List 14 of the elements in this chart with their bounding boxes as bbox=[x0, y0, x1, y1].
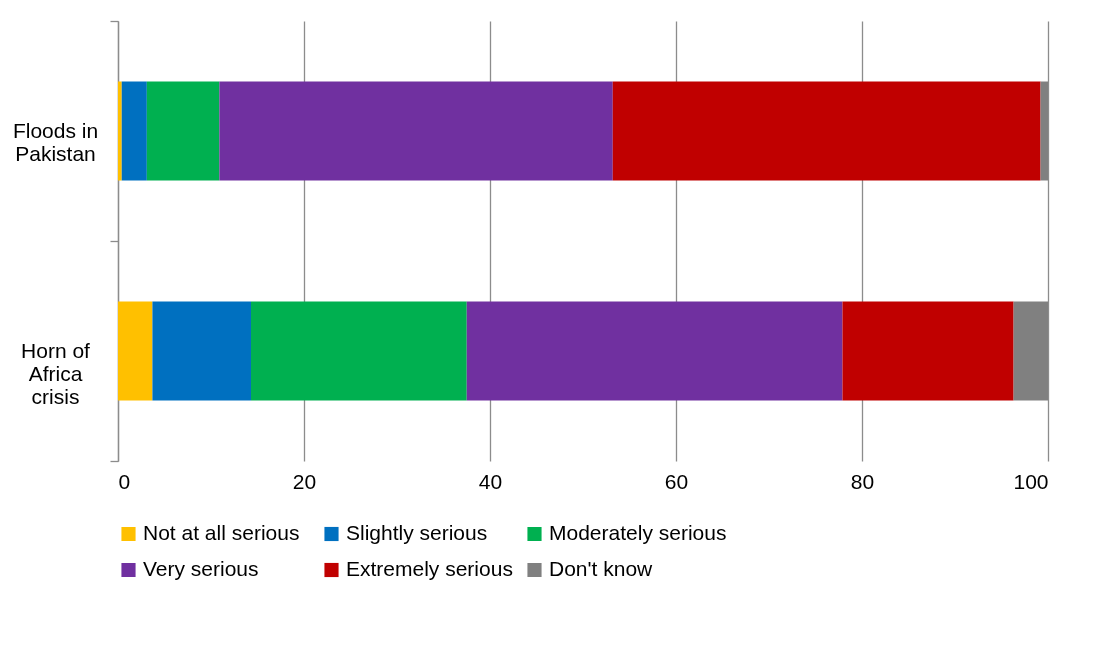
x-tick-label: 0 bbox=[118, 469, 131, 493]
x-tick-label: 80 bbox=[850, 469, 875, 493]
legend-label: Slightly serious bbox=[346, 521, 488, 544]
x-tick-label: 100 bbox=[1013, 469, 1049, 493]
legend-label: Very serious bbox=[143, 557, 259, 580]
x-tick-label: 40 bbox=[478, 469, 503, 493]
y-tick-label: Horn of Africa crisis bbox=[21, 338, 91, 408]
legend-label: Extremely serious bbox=[346, 557, 513, 580]
legend-label: Moderately serious bbox=[549, 521, 727, 544]
legend-label: Don't know bbox=[549, 557, 654, 580]
y-tick-label: Floods in Pakistan bbox=[12, 118, 99, 165]
legend-label: Not at all serious bbox=[143, 521, 300, 544]
x-tick-label: 60 bbox=[664, 469, 689, 493]
x-tick-label: 20 bbox=[292, 469, 317, 493]
